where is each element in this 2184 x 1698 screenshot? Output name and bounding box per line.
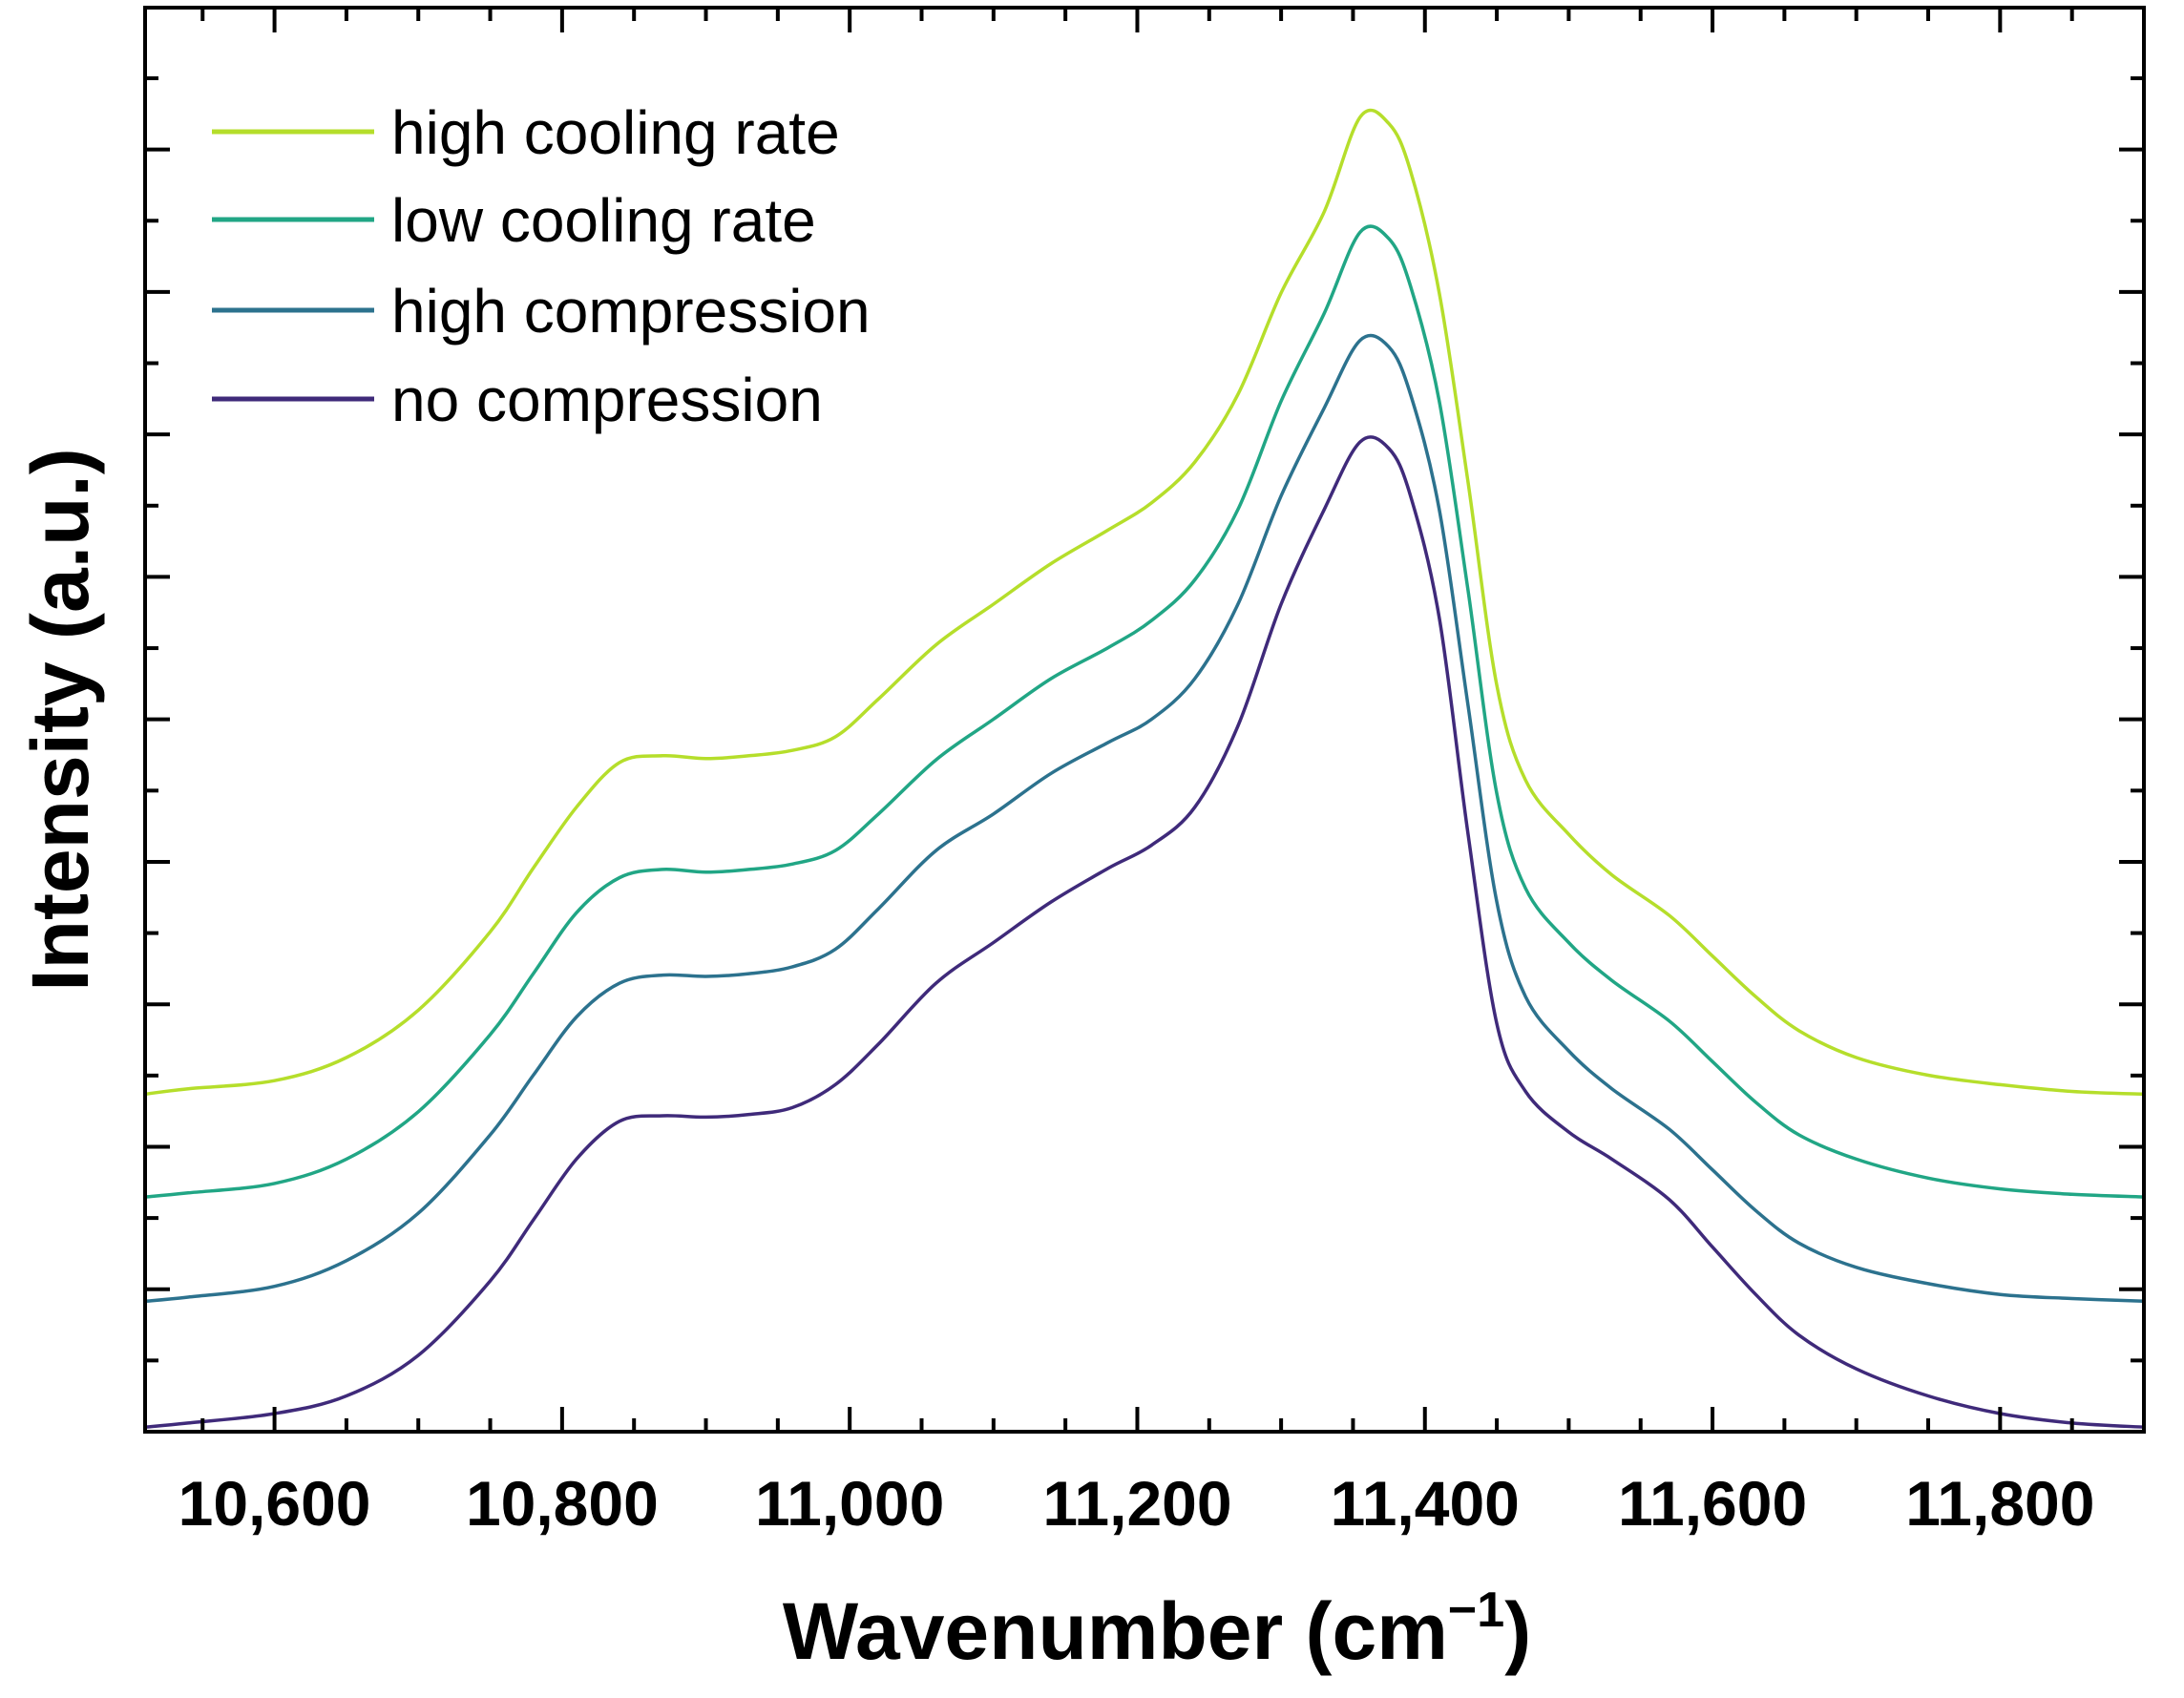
x-tick-labels: 10,600 10,800 11,000 11,200 11,400 11,600 11,8…: [178, 1468, 2095, 1539]
x-tick-label: 11,800: [1905, 1468, 2094, 1539]
legend-label-no-compression: no compression: [391, 366, 823, 434]
x-tick-label: 11,200: [1042, 1468, 1231, 1539]
series-line-high-compression: [144, 333, 2145, 1304]
x-axis-title: Wavenumber (cm−1): [783, 1583, 1531, 1676]
legend-label-high-compression: high compression: [391, 277, 871, 346]
x-axis-title-close: ): [1504, 1586, 1531, 1676]
series-line-high-cooling-rate: [144, 108, 2145, 1097]
x-tick-label: 10,600: [178, 1468, 371, 1539]
x-tick-label: 11,400: [1331, 1468, 1520, 1539]
y-axis-title: Intensity (a.u.): [15, 448, 105, 991]
x-axis-title-superscript: −1: [1448, 1583, 1504, 1638]
plot-background: [145, 8, 2144, 1432]
x-tick-label: 10,800: [466, 1468, 659, 1539]
series-layer: [144, 108, 2145, 1429]
legend-label-low-cooling-rate: low cooling rate: [391, 186, 816, 255]
series-line-no-compression: [144, 435, 2145, 1429]
legend-label-high-cooling-rate: high cooling rate: [391, 98, 840, 167]
x-tick-label: 11,600: [1618, 1468, 1807, 1539]
legend: high cooling rate low cooling rate high …: [212, 98, 871, 434]
x-axis-title-main: Wavenumber (cm: [783, 1586, 1448, 1676]
x-tick-label: 11,000: [755, 1468, 944, 1539]
series-line-low-cooling-rate: [144, 224, 2145, 1199]
tick-layer: [145, 8, 2146, 1434]
plot-frame: [143, 6, 2146, 1434]
